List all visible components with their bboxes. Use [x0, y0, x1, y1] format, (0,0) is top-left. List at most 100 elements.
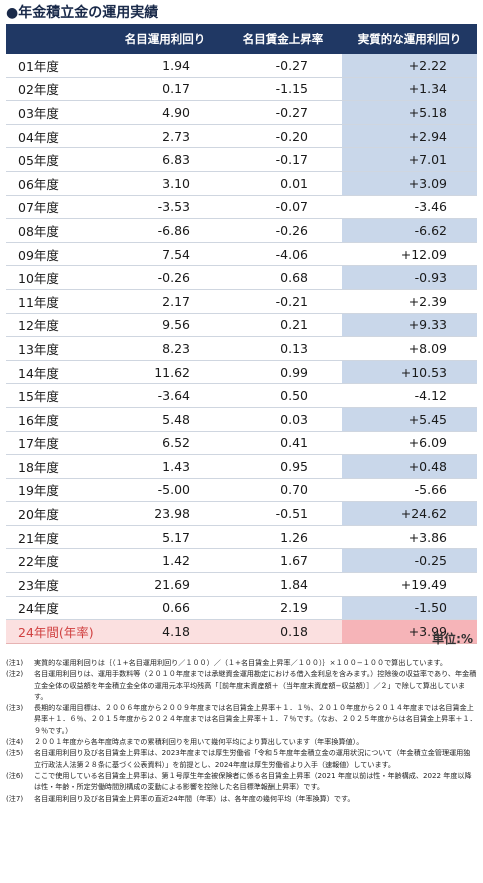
real-return-cell: +7.01	[342, 147, 477, 172]
table-row: 10年度 -0.26 0.68 -0.93	[6, 265, 477, 290]
real-return-cell: +3.86	[342, 525, 477, 550]
nominal-return-cell: -5.00	[106, 478, 224, 503]
table-row: 15年度 -3.64 0.50 -4.12	[6, 383, 477, 408]
table-row: 20年度 23.98 -0.51 +24.62	[6, 501, 477, 526]
year-cell: 19年度	[6, 478, 106, 503]
real-return-cell: -4.12	[342, 383, 477, 408]
footnote-label: (注4)	[6, 737, 24, 747]
table-row: 18年度 1.43 0.95 +0.48	[6, 454, 477, 479]
real-return-cell: +2.39	[342, 289, 477, 314]
wage-growth-cell: 0.01	[224, 171, 342, 196]
year-cell: 07年度	[6, 195, 106, 220]
header-year	[6, 24, 106, 54]
total-nominal-return-cell: 4.18	[106, 619, 224, 644]
year-cell: 17年度	[6, 431, 106, 456]
footnote-label: (注6)	[6, 770, 24, 780]
footnote: (注2) 名目運用利回りは、運用手数料等（２０１０年度までは承継資金運用勘定におけ…	[6, 668, 477, 702]
wage-growth-cell: 1.67	[224, 548, 342, 574]
nominal-return-cell: 2.17	[106, 289, 224, 314]
table-row: 04年度 2.73 -0.20 +2.94	[6, 124, 477, 149]
wage-growth-cell: 1.26	[224, 525, 342, 550]
nominal-return-cell: 0.17	[106, 77, 224, 102]
wage-growth-cell: -0.27	[224, 100, 342, 125]
table-row: 19年度 -5.00 0.70 -5.66	[6, 478, 477, 503]
real-return-cell: -5.66	[342, 478, 477, 503]
total-real-return-cell: +3.99	[342, 619, 477, 644]
nominal-return-cell: 1.42	[106, 548, 224, 574]
table-row: 13年度 8.23 0.13 +8.09	[6, 336, 477, 361]
nominal-return-cell: 23.98	[106, 501, 224, 526]
year-cell: 15年度	[6, 383, 106, 408]
real-return-cell: +0.48	[342, 454, 477, 479]
table-row: 09年度 7.54 -4.06 +12.09	[6, 242, 477, 267]
total-label-cell: 24年間(年率)	[6, 619, 106, 644]
nominal-return-cell: 21.69	[106, 572, 224, 597]
footnote: (注1) 実質的な運用利回りは｛（１+名目運用利回り／１００）／（１+名目賃金上昇…	[6, 657, 477, 668]
wage-growth-cell: 0.50	[224, 383, 342, 408]
year-cell: 02年度	[6, 77, 106, 102]
table-row: 02年度 0.17 -1.15 +1.34	[6, 77, 477, 102]
real-return-cell: +8.09	[342, 336, 477, 361]
table-row: 01年度 1.94 -0.27 +2.22	[6, 54, 477, 78]
header-nominal-return: 名目運用利回り	[106, 24, 224, 54]
footnote: (注5) 名目運用利回り及び名目賃金上昇率は、2023年度までは厚生労働省「令和５…	[6, 747, 477, 770]
wage-growth-cell: 0.99	[224, 360, 342, 385]
table-row: 11年度 2.17 -0.21 +2.39	[6, 289, 477, 314]
nominal-return-cell: 5.48	[106, 407, 224, 432]
real-return-cell: +2.94	[342, 124, 477, 149]
year-cell: 13年度	[6, 336, 106, 361]
wage-growth-cell: 1.84	[224, 572, 342, 597]
table-row-total: 24年間(年率) 4.18 0.18 +3.99	[6, 619, 477, 644]
real-return-cell: -0.25	[342, 548, 477, 574]
wage-growth-cell: -0.21	[224, 289, 342, 314]
wage-growth-cell: -0.26	[224, 218, 342, 243]
year-cell: 03年度	[6, 100, 106, 125]
nominal-return-cell: 2.73	[106, 124, 224, 149]
wage-growth-cell: 0.13	[224, 336, 342, 361]
header-wage-growth: 名目賃金上昇率	[224, 24, 342, 54]
footnote: (注6) ここで使用している名目賃金上昇率は、第１号厚生年金被保険者に係る名目賃金…	[6, 770, 477, 793]
year-cell: 22年度	[6, 548, 106, 574]
footnote-text: 名目運用利回り及び名目賃金上昇率の直近24年間（年率）は、各年度の幾何平均（年率…	[34, 793, 355, 803]
footnote: (注4) ２００１年度から各年度時点までの累積利回りを用いて幾何平均により算出して…	[6, 736, 477, 747]
nominal-return-cell: -3.64	[106, 383, 224, 408]
table-row: 24年度 0.66 2.19 -1.50	[6, 596, 477, 621]
table-body: 01年度 1.94 -0.27 +2.22 02年度 0.17 -1.15 +1.34 03年度…	[6, 54, 477, 644]
year-cell: 05年度	[6, 147, 106, 172]
wage-growth-cell: 2.19	[224, 596, 342, 621]
real-return-cell: +24.62	[342, 501, 477, 526]
nominal-return-cell: 9.56	[106, 313, 224, 338]
year-cell: 14年度	[6, 360, 106, 385]
footnote-text: 名目運用利回りは、運用手数料等（２０１０年度までは承継資金運用勘定における借入金…	[34, 669, 477, 701]
table-row: 05年度 6.83 -0.17 +7.01	[6, 147, 477, 172]
footnote: (注7) 名目運用利回り及び名目賃金上昇率の直近24年間（年率）は、各年度の幾何平…	[6, 793, 477, 804]
wage-growth-cell: 0.41	[224, 431, 342, 456]
year-cell: 01年度	[6, 54, 106, 78]
header-real-return: 実質的な運用利回り	[342, 24, 477, 54]
nominal-return-cell: -3.53	[106, 195, 224, 220]
year-cell: 21年度	[6, 525, 106, 550]
year-cell: 16年度	[6, 407, 106, 432]
year-cell: 04年度	[6, 124, 106, 149]
year-cell: 20年度	[6, 501, 106, 526]
real-return-cell: +1.34	[342, 77, 477, 102]
table-header-row: 名目運用利回り 名目賃金上昇率 実質的な運用利回り	[6, 24, 477, 54]
real-return-cell: -1.50	[342, 596, 477, 621]
year-cell: 18年度	[6, 454, 106, 479]
footnote-text: 長期的な運用目標は、２００６年度から２００９年度までは名目賃金上昇率＋１．１％、…	[34, 703, 477, 735]
real-return-cell: +2.22	[342, 54, 477, 78]
nominal-return-cell: 8.23	[106, 336, 224, 361]
wage-growth-cell: 0.70	[224, 478, 342, 503]
year-cell: 08年度	[6, 218, 106, 243]
wage-growth-cell: -0.27	[224, 54, 342, 78]
year-cell: 23年度	[6, 572, 106, 597]
footnote-text: ここで使用している名目賃金上昇率は、第１号厚生年金被保険者に係る名目賃金上昇率（…	[34, 770, 472, 792]
real-return-cell: +5.45	[342, 407, 477, 432]
year-cell: 10年度	[6, 265, 106, 290]
footnote-text: ２００１年度から各年度時点までの累積利回りを用いて幾何平均により算出しています（…	[34, 737, 364, 747]
wage-growth-cell: -4.06	[224, 242, 342, 267]
footnote-label: (注3)	[6, 703, 24, 713]
wage-growth-cell: -0.17	[224, 147, 342, 172]
wage-growth-cell: 0.68	[224, 265, 342, 290]
real-return-cell: +5.18	[342, 100, 477, 125]
